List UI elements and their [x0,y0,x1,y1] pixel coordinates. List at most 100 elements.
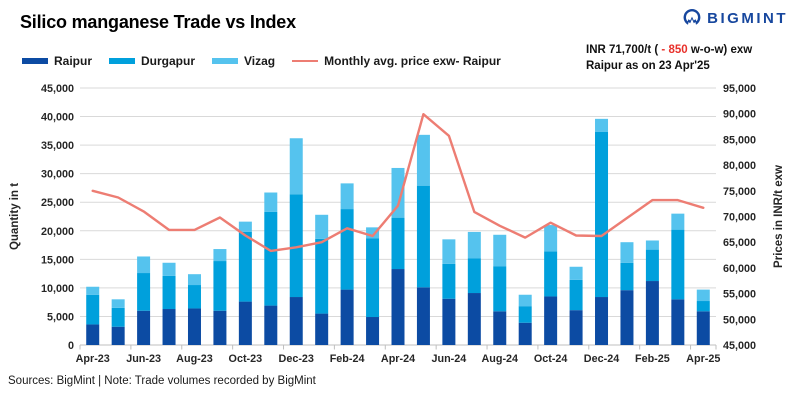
bar-segment-vizag [493,234,507,267]
right-axis-tick-label: 65,000 [723,237,756,249]
durgapur-swatch-icon [109,58,136,64]
left-axis-tick-label: 15,000 [41,254,74,266]
brand-logo: BIGMINT [682,8,788,28]
right-axis-tick-label: 70,000 [723,212,756,224]
bar-segment-vizag [620,242,634,263]
bar-segment-vizag [213,249,227,262]
legend-item-price: Monthly avg. price exw- Raipur [292,54,501,68]
bar-segment-durgapur [467,258,481,294]
bar-segment-durgapur [340,209,354,290]
left-axis-tick-label: 30,000 [41,169,74,181]
bar-segment-raipur [86,324,100,345]
x-axis-tick-label: Feb-24 [330,353,365,365]
bar-segment-vizag [340,183,354,210]
x-axis-tick-label: Oct-24 [534,353,568,365]
bar-segment-durgapur [289,194,303,298]
bar-segment-durgapur [315,238,329,314]
bigmint-logo-icon [683,8,701,25]
bar-segment-raipur [340,289,354,345]
bar-segment-raipur [544,296,558,345]
bar-segment-vizag [544,225,558,252]
left-axis-tick-label: 45,000 [41,83,74,95]
x-axis-tick-label: Apr-24 [381,353,415,365]
bar-segment-raipur [111,326,125,345]
bar-segment-vizag [442,239,456,264]
legend-item-durgapur: Durgapur [109,54,195,68]
bar-segment-durgapur [544,251,558,297]
right-axis-tick-label: 50,000 [723,314,756,326]
bar-segment-durgapur [111,307,125,327]
bar-segment-vizag [289,138,303,195]
bar-segment-raipur [518,322,532,345]
bar-segment-durgapur [569,279,583,311]
legend-item-vizag: Vizag [212,54,275,68]
bar-segment-vizag [264,192,278,212]
legend-label-vizag: Vizag [244,54,276,68]
bar-segment-raipur [416,287,430,345]
raipur-swatch-icon [22,58,48,64]
right-axis-tick-label: 55,000 [723,289,756,301]
annotation-prefix: INR 71,700/t ( [586,44,659,56]
bar-segment-vizag [238,221,252,232]
bar-segment-durgapur [493,266,507,312]
bar-segment-raipur [620,290,634,345]
bar-segment-durgapur [137,273,151,311]
left-axis-tick-label: 25,000 [41,197,74,209]
bar-segment-vizag [645,240,659,250]
chart-legend: Raipur Durgapur Vizag Monthly avg. price… [22,54,518,68]
bar-segment-vizag [111,299,125,308]
vizag-swatch-icon [212,58,239,64]
bar-segment-vizag [569,266,583,280]
right-axis-tick-label: 85,000 [723,134,756,146]
bar-segment-durgapur [213,261,227,311]
bar-segment-durgapur [645,249,659,282]
bar-segment-vizag [315,214,329,239]
bar-segment-durgapur [442,263,456,299]
price-annotation: INR 71,700/t ( - 850 w-o-w) exw Raipur a… [586,42,752,74]
bar-segment-vizag [391,167,405,218]
bar-segment-vizag [366,227,380,239]
bar-segment-vizag [86,286,100,295]
bar-segment-raipur [467,293,481,345]
annotation-delta-value: - 850 [658,44,691,56]
left-axis-tick-label: 5,000 [47,311,74,323]
bar-segment-durgapur [518,306,532,323]
left-axis-tick-label: 35,000 [41,140,74,152]
bar-segment-durgapur [238,231,252,302]
left-axis-title: Quantity in t [9,183,21,250]
bar-segment-durgapur [696,301,710,312]
bar-segment-durgapur [671,229,685,300]
bar-segment-durgapur [187,285,201,309]
bar-segment-raipur [391,269,405,345]
bar-segment-durgapur [620,262,634,291]
legend-label-raipur: Raipur [54,54,93,68]
page-title: Silico manganese Trade vs Index [20,12,296,32]
x-axis-tick-label: Aug-24 [481,353,518,365]
bar-segment-vizag [187,274,201,286]
legend-label-price: Monthly avg. price exw- Raipur [324,54,501,68]
x-axis-tick-label: Jun-24 [431,353,466,365]
x-axis-tick-label: Dec-23 [279,353,314,365]
bar-segment-raipur [289,297,303,345]
legend-item-raipur: Raipur [22,54,92,68]
x-axis-tick-label: Apr-25 [686,353,720,365]
bar-segment-raipur [671,299,685,345]
bar-segment-vizag [518,294,532,307]
x-axis-tick-label: Feb-25 [635,353,670,365]
bar-segment-durgapur [264,211,278,306]
bar-segment-durgapur [416,185,430,288]
bar-segment-vizag [595,118,609,132]
bar-segment-raipur [162,309,176,345]
bar-segment-raipur [137,310,151,345]
bar-segment-vizag [671,213,685,230]
right-axis-tick-label: 95,000 [723,83,756,95]
bar-segment-durgapur [366,238,380,318]
x-axis-tick-label: Apr-23 [76,353,110,365]
bar-segment-raipur [264,305,278,345]
x-axis-tick-label: Aug-23 [176,353,213,365]
bar-segment-vizag [416,134,430,186]
right-axis-title: Prices in INR/t exw [773,165,785,268]
bar-segment-raipur [696,311,710,345]
bar-segment-raipur [366,317,380,345]
